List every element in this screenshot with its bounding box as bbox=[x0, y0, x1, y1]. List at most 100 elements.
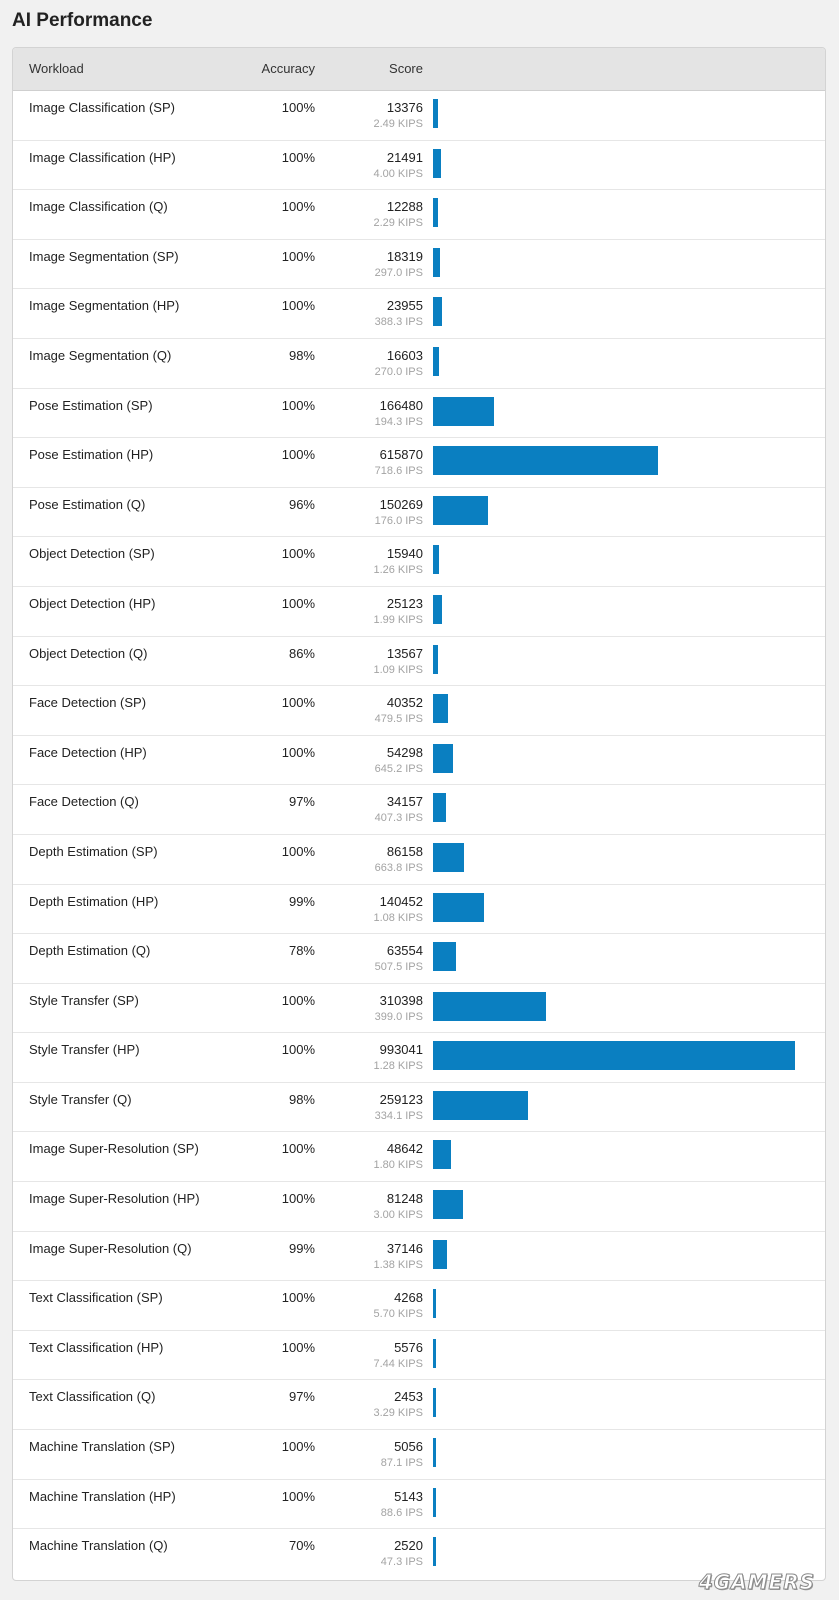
score-bar-track bbox=[433, 1487, 795, 1517]
workload-name: Text Classification (HP) bbox=[29, 1339, 164, 1355]
workload-name: Image Classification (Q) bbox=[29, 199, 168, 215]
accuracy-value: 100% bbox=[281, 843, 315, 859]
score-bar-track bbox=[433, 1438, 795, 1468]
throughput-value: 7.44 KIPS bbox=[373, 1357, 423, 1370]
score-bar bbox=[433, 247, 440, 277]
table-row: Depth Estimation (Q) 78% 63554 507.5 IPS bbox=[13, 934, 825, 984]
workload-name: Face Detection (Q) bbox=[29, 794, 139, 810]
score-value: 12288 bbox=[386, 199, 423, 215]
throughput-value: 663.8 IPS bbox=[374, 861, 423, 874]
throughput-value: 1.28 KIPS bbox=[373, 1060, 423, 1073]
throughput-value: 334.1 IPS bbox=[374, 1109, 423, 1122]
score-value: 63554 bbox=[386, 943, 423, 959]
throughput-value: 47.3 IPS bbox=[380, 1556, 423, 1569]
workload-name: Text Classification (SP) bbox=[29, 1290, 163, 1306]
score-bar-track bbox=[433, 1190, 795, 1220]
score-bar bbox=[433, 495, 488, 525]
score-bar bbox=[433, 594, 443, 624]
accuracy-value: 100% bbox=[281, 744, 315, 760]
score-value: 37146 bbox=[386, 1240, 423, 1256]
table-row: Depth Estimation (HP) 99% 140452 1.08 KIPS bbox=[13, 885, 825, 935]
throughput-value: 3.29 KIPS bbox=[373, 1407, 423, 1420]
accuracy-value: 100% bbox=[281, 1191, 315, 1207]
workload-name: Machine Translation (Q) bbox=[29, 1538, 168, 1554]
throughput-value: 388.3 IPS bbox=[374, 316, 423, 329]
workload-name: Machine Translation (HP) bbox=[29, 1488, 176, 1504]
throughput-value: 1.99 KIPS bbox=[373, 613, 423, 626]
accuracy-value: 100% bbox=[281, 1042, 315, 1058]
score-bar bbox=[433, 1537, 436, 1567]
score-bar bbox=[433, 148, 441, 178]
workload-name: Image Segmentation (HP) bbox=[29, 298, 180, 314]
score-bar-track bbox=[433, 396, 795, 426]
watermark-logo: 4GAMERS bbox=[698, 1570, 815, 1595]
score-bar bbox=[433, 1338, 436, 1368]
score-bar-track bbox=[433, 942, 795, 972]
workload-name: Image Segmentation (Q) bbox=[29, 347, 172, 363]
table-row: Object Detection (HP) 100% 25123 1.99 KIPS bbox=[13, 587, 825, 637]
score-bar bbox=[433, 1438, 436, 1468]
score-bar-track bbox=[433, 198, 795, 228]
table-row: Image Segmentation (SP) 100% 18319 297.0 IP… bbox=[13, 240, 825, 290]
accuracy-value: 100% bbox=[281, 100, 315, 115]
workload-column-header: Workload bbox=[29, 61, 84, 76]
score-bar bbox=[433, 198, 438, 228]
results-table: Workload Accuracy Score Image Classifica… bbox=[12, 47, 826, 1581]
workload-name: Pose Estimation (SP) bbox=[29, 397, 153, 413]
table-row: Image Classification (HP) 100% 21491 4.00 K… bbox=[13, 141, 825, 191]
workload-name: Face Detection (SP) bbox=[29, 695, 147, 711]
accuracy-value: 100% bbox=[281, 1141, 315, 1157]
throughput-value: 399.0 IPS bbox=[374, 1010, 423, 1023]
throughput-value: 2.49 KIPS bbox=[373, 118, 423, 130]
workload-name: Image Super-Resolution (HP) bbox=[29, 1191, 200, 1207]
score-bar-track bbox=[433, 1041, 795, 1071]
accuracy-value: 100% bbox=[281, 1339, 315, 1355]
table-row: Image Segmentation (Q) 98% 16603 270.0 IPS bbox=[13, 339, 825, 389]
throughput-value: 3.00 KIPS bbox=[373, 1209, 423, 1222]
score-bar bbox=[433, 396, 494, 426]
score-bar bbox=[433, 1041, 795, 1071]
accuracy-value: 78% bbox=[288, 943, 315, 959]
score-value: 21491 bbox=[386, 149, 423, 165]
table-row: Machine Translation (Q) 70% 2520 47.3 IPS bbox=[13, 1529, 825, 1579]
score-bar-track bbox=[433, 297, 795, 327]
accuracy-value: 100% bbox=[281, 1290, 315, 1306]
score-bar-track bbox=[433, 644, 795, 674]
score-value: 310398 bbox=[379, 992, 423, 1008]
score-bar-track bbox=[433, 1140, 795, 1170]
accuracy-value: 100% bbox=[281, 695, 315, 711]
table-row: Pose Estimation (HP) 100% 615870 718.6 IPS bbox=[13, 438, 825, 488]
accuracy-value: 97% bbox=[288, 794, 315, 810]
table-row: Machine Translation (HP) 100% 5143 88.6 IPS bbox=[13, 1480, 825, 1530]
throughput-value: 1.26 KIPS bbox=[373, 564, 423, 577]
accuracy-value: 98% bbox=[288, 347, 315, 363]
score-bar bbox=[433, 743, 453, 773]
score-value: 13376 bbox=[386, 100, 423, 115]
throughput-value: 297.0 IPS bbox=[374, 266, 423, 279]
workload-name: Object Detection (SP) bbox=[29, 546, 155, 562]
score-bar-track bbox=[433, 594, 795, 624]
accuracy-value: 100% bbox=[281, 1439, 315, 1455]
score-bar-track bbox=[433, 247, 795, 277]
workload-name: Image Classification (HP) bbox=[29, 149, 176, 165]
accuracy-value: 100% bbox=[281, 546, 315, 562]
score-bar-track bbox=[433, 446, 795, 476]
score-value: 5143 bbox=[394, 1488, 423, 1504]
score-value: 40352 bbox=[386, 695, 423, 711]
score-value: 259123 bbox=[379, 1091, 423, 1107]
throughput-value: 88.6 IPS bbox=[380, 1506, 423, 1519]
score-value: 48642 bbox=[386, 1141, 423, 1157]
throughput-value: 407.3 IPS bbox=[374, 812, 423, 825]
accuracy-value: 70% bbox=[288, 1538, 315, 1554]
score-bar bbox=[433, 1239, 447, 1269]
score-bar bbox=[433, 991, 547, 1021]
workload-name: Object Detection (HP) bbox=[29, 595, 156, 611]
accuracy-value: 99% bbox=[288, 893, 315, 909]
score-column-header: Score bbox=[389, 61, 423, 76]
throughput-value: 1.80 KIPS bbox=[373, 1159, 423, 1172]
workload-name: Style Transfer (HP) bbox=[29, 1042, 140, 1058]
table-row: Image Classification (Q) 100% 12288 2.29 KI… bbox=[13, 190, 825, 240]
score-bar-track bbox=[433, 842, 795, 872]
score-bar-track bbox=[433, 99, 795, 128]
score-bar bbox=[433, 297, 442, 327]
